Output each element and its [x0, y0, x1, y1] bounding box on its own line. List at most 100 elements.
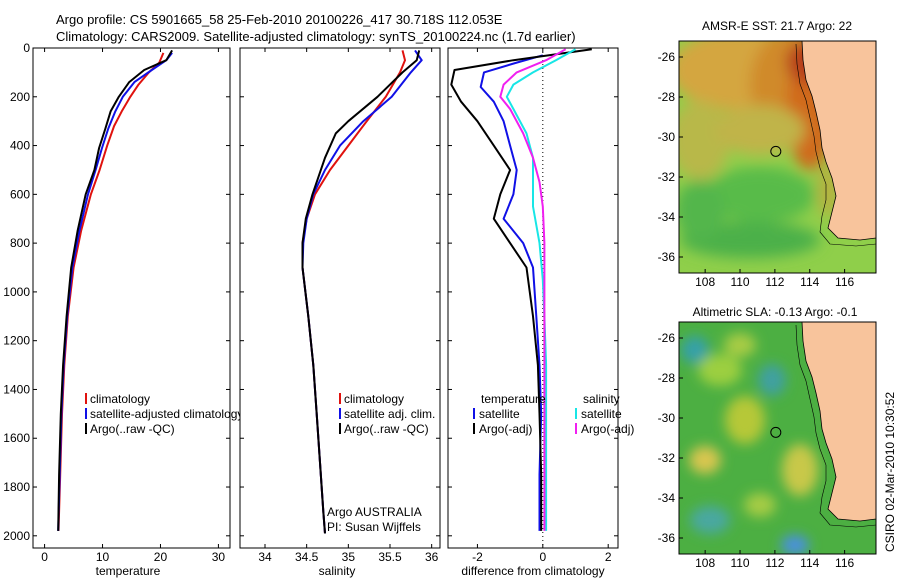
sla-low-patch-1 — [681, 336, 709, 364]
legend-header-salinity: salinity — [583, 392, 620, 406]
map-y-tick-label: -30 — [658, 411, 676, 425]
temperature-xlabel: temperature — [96, 564, 161, 578]
sla-high-patch-4 — [689, 446, 721, 474]
sst-mild-patch-center — [715, 105, 805, 155]
sst-shelf-contour — [795, 43, 876, 247]
temperature-lines — [57, 49, 173, 531]
legend-label-sal-argo: Argo(-adj) — [581, 422, 634, 436]
legend-label-climatology: climatology — [90, 392, 150, 406]
x-tick-label: 0 — [41, 550, 48, 564]
map-y-tick-label: -34 — [658, 491, 676, 505]
salinity-xticks: 34 34.5 35 35.5 36 — [258, 48, 439, 564]
legend-label-satellite: satellite-adjusted climatology — [90, 407, 243, 421]
sla-map-ticks: 108 110 112 114 116 -26 -28 -30 -32 -34 -36 — [658, 331, 855, 570]
legend-label-sal-satellite: satellite — [581, 407, 622, 421]
map-x-tick-label: 114 — [800, 556, 819, 570]
map-x-tick-label: 110 — [730, 556, 749, 570]
sst-map-ticks: 108 110 112 114 116 -26 -28 -30 -32 -34 -36 — [658, 50, 855, 289]
x-tick-label: 35.5 — [378, 550, 402, 564]
series-line-salinity-argo-adj — [499, 48, 567, 531]
map-x-tick-label: 108 — [695, 275, 715, 289]
sla-low-patch-3 — [690, 506, 730, 534]
map-x-tick-label: 112 — [765, 556, 784, 570]
legend-label-climatology: climatology — [344, 392, 404, 406]
difference-axes-frame — [447, 47, 619, 549]
difference-yticks — [448, 47, 618, 537]
x-tick-label: 35 — [342, 550, 356, 564]
sst-land — [801, 41, 876, 241]
sla-high-patch-5 — [744, 493, 776, 517]
map-x-tick-label: 116 — [835, 556, 854, 570]
temperature-legend: climatology satellite-adjusted climatolo… — [85, 392, 243, 436]
temperature-axes-frame — [32, 47, 231, 549]
map-y-tick-label: -36 — [658, 531, 676, 545]
x-tick-label: 34 — [258, 550, 272, 564]
series-line-argo-raw-qc — [301, 50, 421, 534]
title-line-2: Climatology: CARS2009. Satellite-adjuste… — [56, 29, 576, 44]
map-y-tick-label: -32 — [658, 170, 676, 184]
sla-argo-marker — [770, 426, 782, 438]
temperature-yticks: 0 200 400 600 800 1000 1200 1400 1600 1800 2000 — [3, 41, 230, 543]
sla-low-patch-2 — [758, 364, 786, 396]
map-y-tick-label: -28 — [658, 90, 676, 104]
sst-map-frame — [678, 40, 877, 274]
difference-panel: -2 0 2 difference from climatology tempera… — [447, 47, 634, 578]
sla-map-frame — [678, 321, 877, 555]
salinity-axes-frame — [239, 47, 441, 549]
y-tick-label: 400 — [10, 139, 30, 153]
legend-label-satellite: satellite adj. clim. — [344, 407, 435, 421]
sla-high-patch-2 — [725, 396, 765, 444]
y-tick-label: 200 — [10, 90, 30, 104]
sla-land — [801, 322, 876, 522]
map-x-tick-label: 108 — [695, 556, 715, 570]
difference-xticks: -2 0 2 — [472, 48, 612, 564]
temperature-xticks: 0 10 20 30 — [41, 48, 225, 564]
y-tick-label: 2000 — [3, 529, 30, 543]
legend-label-argo: Argo(..raw -QC) — [344, 422, 429, 436]
y-tick-label: 800 — [10, 236, 30, 250]
y-tick-label: 0 — [23, 41, 30, 55]
salinity-lines — [301, 49, 423, 534]
map-y-tick-label: -30 — [658, 130, 676, 144]
y-tick-label: 1000 — [3, 285, 30, 299]
x-tick-label: 2 — [605, 550, 612, 564]
salinity-xlabel: salinity — [319, 564, 356, 578]
series-line-temperature-argo-adj — [450, 48, 592, 531]
temperature-panel: 0 200 400 600 800 1000 1200 1400 1600 1800 2000 0 1… — [3, 41, 243, 578]
map-x-tick-label: 112 — [765, 275, 784, 289]
map-y-tick-label: -28 — [658, 371, 676, 385]
sla-map-title: Altimetric SLA: -0.13 Argo: -0.1 — [693, 305, 858, 319]
legend-header-temperature: temperature — [481, 392, 546, 406]
legend-label-temp-argo: Argo(-adj) — [479, 422, 532, 436]
sla-low-patch-4 — [781, 535, 809, 554]
map-y-tick-label: -36 — [658, 250, 676, 264]
y-tick-label: 1400 — [3, 382, 30, 396]
pi-annotation: PI: Susan Wijffels — [327, 520, 421, 534]
difference-legend: temperature satellite Argo(-adj) salinit… — [473, 392, 634, 436]
title-line-1: Argo profile: CS 5901665_58 25-Feb-2010 … — [56, 12, 503, 27]
y-tick-label: 1800 — [3, 480, 30, 494]
sst-cool-patch-sw — [679, 180, 725, 240]
legend-label-temp-satellite: satellite — [479, 407, 520, 421]
map-y-tick-label: -32 — [658, 451, 676, 465]
salinity-legend: climatology satellite adj. clim. Argo(..… — [339, 392, 435, 436]
sst-map-title: AMSR-E SST: 21.7 Argo: 22 — [702, 19, 852, 33]
y-tick-label: 1200 — [3, 334, 30, 348]
sla-high-patch-6 — [724, 333, 756, 357]
series-line-argo-raw-qc — [57, 49, 173, 531]
y-tick-label: 600 — [10, 187, 30, 201]
map-x-tick-label: 116 — [835, 275, 854, 289]
x-tick-label: 20 — [154, 550, 168, 564]
series-line-salinity-satellite — [505, 48, 576, 531]
x-tick-label: 36 — [425, 550, 439, 564]
map-y-tick-label: -34 — [658, 210, 676, 224]
sla-map: Altimetric SLA: -0.13 Argo: -0.1 108 110 1… — [658, 305, 877, 570]
x-tick-label: 10 — [96, 550, 110, 564]
sla-high-patch-1 — [698, 354, 742, 386]
x-tick-label: 0 — [539, 550, 546, 564]
x-tick-label: 30 — [212, 550, 226, 564]
legend-label-argo: Argo(..raw -QC) — [90, 422, 175, 436]
platform-annotation: Argo AUSTRALIA — [327, 505, 422, 519]
sst-mild-patch-west — [679, 100, 730, 180]
